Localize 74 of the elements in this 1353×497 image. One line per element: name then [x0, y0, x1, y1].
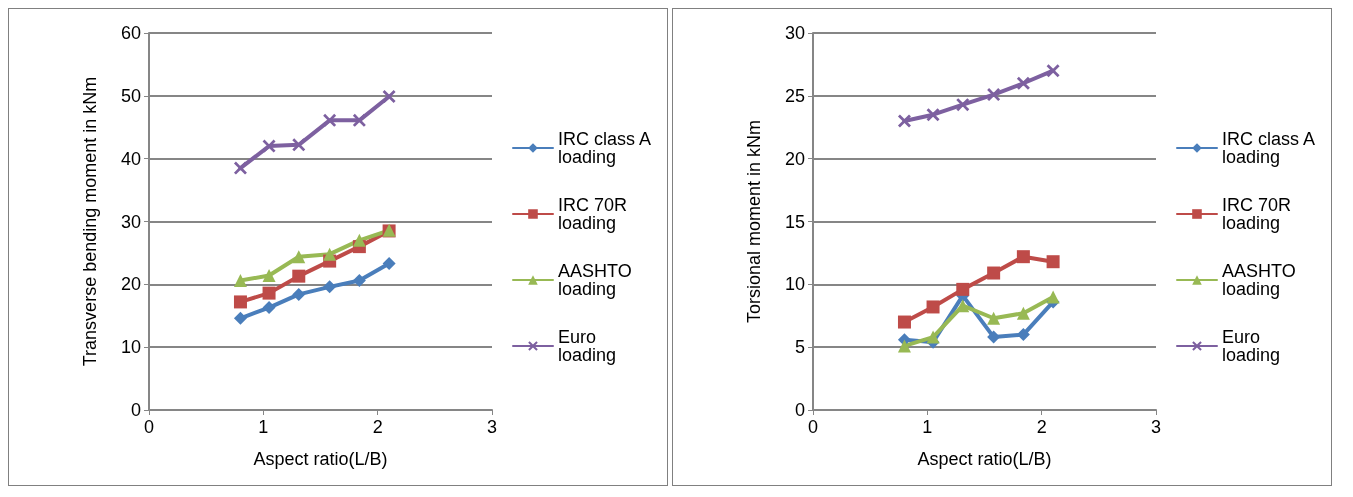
point: [1016, 328, 1030, 342]
x-tick-label: 2: [1036, 417, 1047, 437]
y-tick-label: 60: [120, 23, 141, 43]
point: [987, 311, 1001, 325]
point: [897, 339, 911, 353]
y-tick-label: 0: [130, 400, 141, 420]
x-tick-label: 3: [486, 417, 498, 437]
legend-label: IRC 70R loading: [1221, 195, 1297, 233]
x-axis-title: Aspect ratio(L/B): [917, 449, 1052, 469]
y-tick-label: 15: [784, 211, 805, 232]
point: [323, 280, 337, 294]
point: [926, 300, 940, 314]
y-tick-label: 0: [794, 400, 805, 420]
y-tick-label: 50: [120, 85, 141, 106]
legend-label: IRC class A loading: [557, 129, 656, 167]
point: [262, 286, 276, 300]
point: [323, 247, 337, 261]
y-tick-label: 10: [120, 337, 141, 358]
point: [1016, 306, 1030, 320]
legend-label: AASHTO loading: [557, 261, 637, 299]
point: [1046, 64, 1060, 78]
point: [1046, 255, 1060, 269]
y-axis-title: Transverse bending moment in kNm: [80, 76, 100, 367]
x-axis-title: Aspect ratio(L/B): [253, 449, 388, 469]
point: [292, 138, 306, 152]
point: [956, 98, 970, 112]
point: [897, 114, 911, 128]
point: [352, 233, 366, 247]
legend-label: IRC 70R loading: [557, 195, 633, 233]
point: [323, 113, 337, 127]
point: [956, 282, 970, 296]
y-tick-label: 25: [784, 85, 805, 106]
point: [262, 139, 276, 153]
point: [382, 257, 396, 271]
x-tick-label: 2: [372, 417, 383, 437]
point: [292, 269, 306, 283]
legend-label: Euro loading: [1221, 327, 1281, 365]
legend-label: IRC class A loading: [1221, 129, 1320, 167]
point: [897, 315, 911, 329]
x-tick-label: 1: [922, 417, 933, 437]
y-tick-label: 30: [784, 23, 805, 43]
point: [1016, 250, 1030, 264]
point: [233, 311, 247, 325]
point: [956, 299, 970, 313]
y-tick-label: 20: [784, 148, 805, 169]
y-tick-label: 20: [120, 274, 141, 295]
x-tick-label: 0: [807, 417, 819, 437]
point: [926, 108, 940, 122]
point: [987, 330, 1001, 344]
point: [987, 266, 1001, 280]
point: [233, 161, 247, 175]
point: [292, 287, 306, 301]
point: [352, 274, 366, 288]
y-tick-label: 40: [120, 148, 141, 169]
y-axis-title: Torsional moment in kNm: [744, 119, 764, 324]
point: [1016, 76, 1030, 90]
point: [382, 89, 396, 103]
legend-label: AASHTO loading: [1221, 261, 1301, 299]
point: [1046, 290, 1060, 304]
y-tick-label: 30: [120, 211, 141, 232]
point: [262, 301, 276, 315]
legend-label: Euro loading: [557, 327, 617, 365]
x-tick-label: 0: [143, 417, 155, 437]
point: [292, 250, 306, 264]
point: [987, 88, 1001, 102]
y-tick-label: 10: [784, 274, 805, 295]
point: [262, 269, 276, 283]
point: [926, 330, 940, 344]
x-tick-label: 1: [258, 417, 269, 437]
x-tick-label: 3: [1150, 417, 1162, 437]
point: [233, 295, 247, 309]
point: [233, 274, 247, 288]
y-tick-label: 5: [794, 337, 805, 358]
point: [352, 113, 366, 127]
